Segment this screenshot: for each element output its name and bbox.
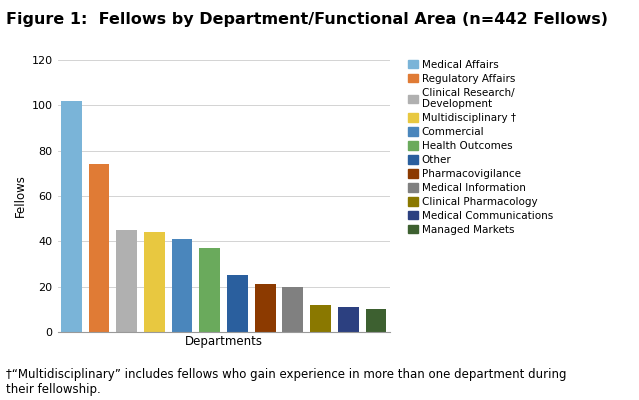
X-axis label: Departments: Departments <box>185 335 263 348</box>
Bar <box>338 307 358 332</box>
Bar <box>366 309 387 332</box>
Bar <box>255 284 275 332</box>
Bar <box>282 287 304 332</box>
Text: Figure 1:  Fellows by Department/Functional Area (n=442 Fellows): Figure 1: Fellows by Department/Function… <box>6 12 608 27</box>
Bar <box>199 248 220 332</box>
Y-axis label: Fellows: Fellows <box>14 174 27 218</box>
Bar <box>61 101 82 332</box>
Bar <box>116 230 137 332</box>
Legend: Medical Affairs, Regulatory Affairs, Clinical Research/
Development, Multidiscip: Medical Affairs, Regulatory Affairs, Cli… <box>408 60 553 235</box>
Bar <box>310 305 331 332</box>
Text: †“Multidisciplinary” includes fellows who gain experience in more than one depar: †“Multidisciplinary” includes fellows wh… <box>6 368 567 396</box>
Bar <box>227 275 248 332</box>
Bar <box>89 164 109 332</box>
Bar <box>144 232 165 332</box>
Bar <box>172 239 192 332</box>
